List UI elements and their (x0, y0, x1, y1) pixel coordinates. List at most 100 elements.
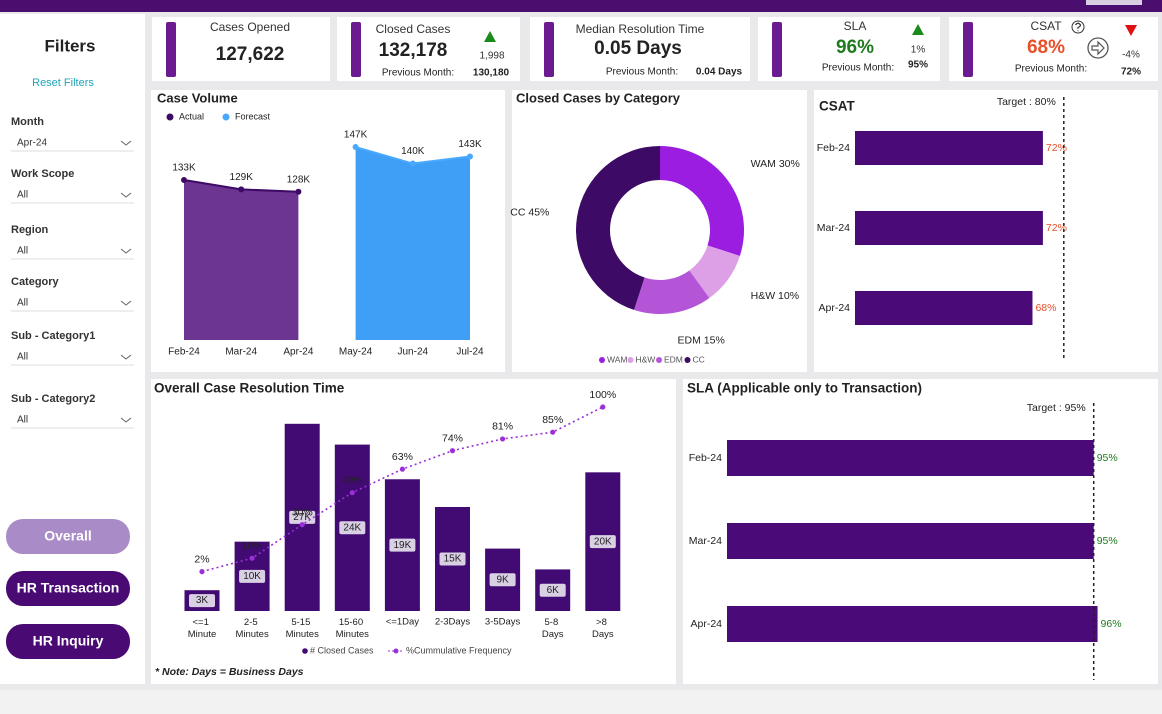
x-tick-label: <=1Day (386, 617, 420, 628)
kpi-title: CSAT (1030, 19, 1062, 33)
dropdown-chevron[interactable] (120, 192, 132, 198)
chart-title: Overall Case Resolution Time (154, 381, 345, 396)
filter-value: All (17, 298, 28, 309)
point (349, 490, 355, 496)
kpi-value: 96% (836, 37, 874, 58)
kpi-change: 1% (911, 45, 926, 56)
kpi-card (530, 17, 750, 81)
legend-label: CC (693, 354, 705, 364)
legend-label: Actual (179, 111, 204, 121)
point (299, 522, 305, 528)
dropdown-chevron[interactable] (120, 417, 132, 423)
legend-dot (166, 113, 174, 121)
x-tick-label: Feb-24 (168, 347, 200, 358)
filter-title: Filters (44, 36, 95, 55)
filter-value: All (17, 352, 28, 363)
kpi-title: Median Resolution Time (576, 22, 705, 36)
panel (512, 90, 807, 372)
slice-name: CC (510, 206, 526, 218)
x-tick-label: May-24 (339, 347, 373, 358)
donut-slice (576, 146, 660, 310)
y-tick-label: Feb-24 (817, 142, 850, 154)
legend-label: H&W (636, 354, 656, 364)
point (352, 144, 359, 151)
legend-label: %Cummulative Frequency (406, 645, 512, 655)
slice-value: 10% (778, 290, 799, 302)
data-label-box (439, 552, 466, 566)
data-label: 72% (1046, 142, 1067, 154)
kpi-accent (544, 22, 554, 77)
kpi-prev-label: Previous Month: (1015, 64, 1087, 75)
data-label: 143K (458, 139, 482, 150)
donut-slice (660, 146, 744, 256)
dropdown-chevron[interactable] (120, 140, 132, 146)
data-label: 20K (594, 536, 612, 547)
trend-arrow (912, 24, 924, 35)
kpi-value: 68% (1027, 37, 1065, 58)
legend-dot (302, 648, 308, 654)
point (249, 555, 255, 561)
legend-label: # Closed Cases (310, 645, 374, 655)
data-label: 95% (1097, 452, 1118, 464)
legend-dot (627, 357, 634, 363)
filter-button[interactable] (6, 519, 130, 554)
data-label-box (589, 535, 616, 549)
slice-value: 45% (528, 206, 549, 218)
data-label-box (339, 521, 366, 535)
y-tick-label: Mar-24 (689, 535, 722, 547)
data-label: 2% (194, 553, 209, 565)
help-icon[interactable] (1071, 20, 1085, 34)
data-label: 9K (496, 574, 509, 585)
x-tick-label: Apr-24 (283, 347, 313, 358)
button-label[interactable]: HR Inquiry (33, 633, 104, 649)
kpi-prev: 130,180 (473, 68, 510, 79)
kpi-card (152, 17, 330, 81)
slice-name: EDM (678, 334, 701, 346)
point (399, 466, 405, 472)
reset-filters[interactable]: Reset Filters (32, 77, 94, 89)
filter-label: Month (11, 116, 44, 128)
drill-icon[interactable] (1087, 37, 1109, 59)
drill-icon-arrow (1091, 40, 1105, 56)
x-tick-label: Mar-24 (225, 347, 257, 358)
y-tick-label: Apr-24 (818, 302, 850, 314)
button-label[interactable]: HR Transaction (17, 580, 120, 596)
data-label: 133K (172, 163, 196, 174)
kpi-prev-label: Previous Month: (822, 63, 894, 74)
dropdown-chevron[interactable] (120, 300, 132, 306)
filter-value: All (17, 190, 28, 201)
data-label-box (389, 538, 416, 552)
bar (855, 131, 1043, 165)
kpi-value: 132,178 (379, 40, 448, 61)
kpi-change: -4% (1122, 50, 1140, 61)
point (238, 186, 245, 193)
bottom-bar (0, 690, 1162, 714)
chart-note: * Note: Days = Business Days (155, 666, 304, 678)
legend-dot (393, 648, 399, 654)
kpi-accent (963, 22, 973, 77)
x-tick-label: Jun-24 (398, 347, 429, 358)
data-label: 129K (230, 172, 254, 183)
dropdown-chevron[interactable] (120, 354, 132, 360)
point (295, 188, 302, 195)
donut-slice (689, 245, 740, 298)
legend-dot (599, 357, 605, 363)
x-tick-label: 5-8 Days (542, 617, 564, 640)
data-label: 10% (242, 540, 263, 552)
filter-label: Category (11, 276, 60, 288)
filter-button[interactable] (6, 571, 130, 606)
bar (855, 211, 1043, 245)
kpi-prev: 72% (1121, 67, 1141, 78)
x-tick-label: 2-3Days (435, 617, 471, 628)
kpi-prev: 95% (908, 60, 928, 71)
filter-button[interactable] (6, 624, 130, 659)
dropdown-chevron[interactable] (120, 248, 132, 254)
bar (727, 440, 1094, 476)
top-icon[interactable] (1086, 0, 1142, 5)
button-label[interactable]: Overall (44, 528, 91, 544)
filter-label: Sub - Category2 (11, 393, 95, 405)
kpi-card (337, 17, 520, 81)
data-label: 100% (589, 389, 616, 401)
data-label: 19K (394, 540, 412, 551)
area (184, 180, 299, 340)
